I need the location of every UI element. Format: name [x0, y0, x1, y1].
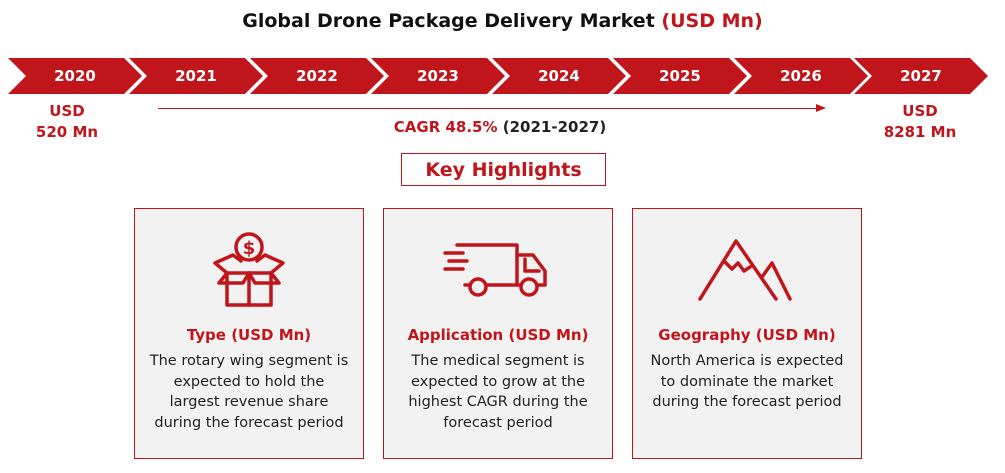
- year-chevron-2023: 2023: [371, 58, 505, 94]
- year-timeline: 2020 2021 2022 2023 2024 2025 2026 2027: [8, 58, 988, 94]
- mountain-icon: [633, 229, 861, 311]
- card-text-type: The rotary wing segment is expected to h…: [149, 353, 349, 431]
- title-unit: (USD Mn): [661, 10, 763, 32]
- year-chevron-2027: 2027: [854, 58, 988, 94]
- card-text-geography: North America is expected to dominate th…: [650, 353, 844, 410]
- year-chevron-2021: 2021: [129, 58, 263, 94]
- year-chevron-2024: 2024: [492, 58, 626, 94]
- highlight-card-type: $ Type (USD Mn) The rotary wing segment …: [134, 208, 364, 459]
- title-main: Global Drone Package Delivery Market: [242, 10, 655, 32]
- cagr-arrow-head: [816, 104, 826, 112]
- card-title-geography: Geography (USD Mn): [658, 326, 836, 344]
- start-value: USD 520 Mn: [22, 101, 112, 143]
- card-title-type: Type (USD Mn): [186, 326, 312, 344]
- year-chevron-2020: 2020: [8, 58, 142, 94]
- end-value: USD 8281 Mn: [870, 101, 970, 143]
- cagr-arrow-line: [158, 108, 818, 109]
- cagr-period: (2021-2027): [502, 118, 607, 136]
- card-title-application: Application (USD Mn): [407, 326, 589, 344]
- highlight-card-geography: Geography (USD Mn) North America is expe…: [632, 208, 862, 459]
- cagr-value: CAGR 48.5%: [393, 118, 498, 136]
- year-chevron-2026: 2026: [734, 58, 868, 94]
- highlight-card-application: Application (USD Mn) The medical segment…: [383, 208, 613, 459]
- delivery-truck-icon: [384, 229, 612, 311]
- end-value-amount: 8281 Mn: [883, 123, 957, 141]
- svg-text:$: $: [243, 238, 256, 259]
- end-value-currency: USD: [902, 102, 938, 120]
- page-title: Global Drone Package Delivery Market (US…: [0, 10, 1005, 32]
- year-chevron-2025: 2025: [613, 58, 747, 94]
- money-box-icon: $: [135, 229, 363, 311]
- year-chevron-2022: 2022: [250, 58, 384, 94]
- card-text-application: The medical segment is expected to grow …: [408, 353, 588, 431]
- key-highlights-heading: Key Highlights: [401, 153, 606, 186]
- cagr-label: CAGR 48.5% (2021-2027): [0, 118, 1000, 136]
- start-value-currency: USD: [49, 102, 85, 120]
- start-value-amount: 520 Mn: [35, 123, 99, 141]
